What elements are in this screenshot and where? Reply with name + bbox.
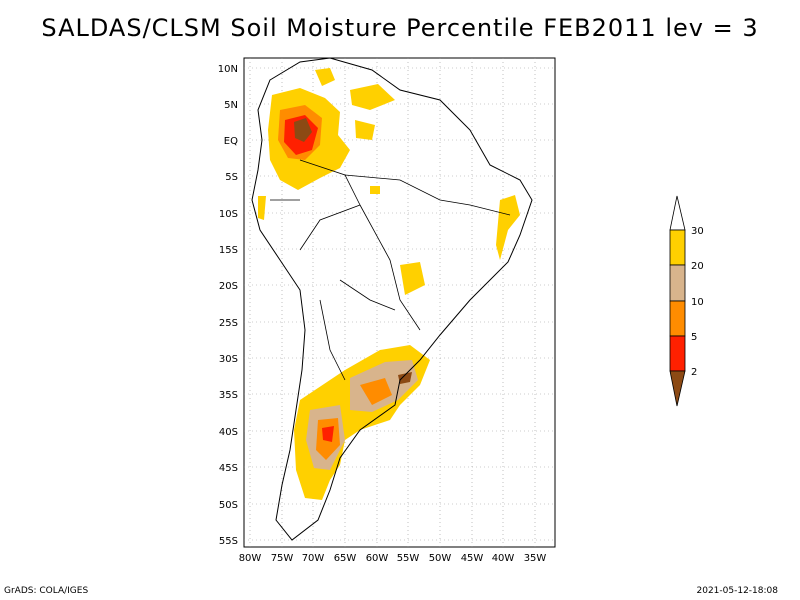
lon-label: 60W [366, 553, 389, 564]
lat-label: 55S [219, 536, 238, 547]
colorbar-above30 [669, 195, 686, 231]
continent-outline [251, 57, 533, 541]
colorbar-20-30 [669, 229, 686, 266]
lon-label: 55W [397, 553, 420, 564]
lon-label: 75W [271, 553, 294, 564]
colorbar-label: 5 [691, 332, 697, 343]
lat-label: 30S [219, 354, 238, 365]
footer-credit: GrADS: COLA/IGES [4, 586, 89, 596]
lat-label: 35S [219, 390, 238, 401]
shade-amazon-yellow [355, 120, 375, 140]
lat-label: 25S [219, 318, 238, 329]
shade-coast-yellow [258, 196, 266, 220]
colorbar-2-5 [669, 335, 686, 372]
shade-pampa-orange [360, 378, 392, 405]
shade-venez-yellow [350, 84, 395, 110]
percentile-shading [258, 68, 520, 500]
lon-label: 45W [461, 553, 484, 564]
lon-label: 65W [334, 553, 357, 564]
shade-north-yellow [315, 68, 335, 86]
shade-brazil-yellow [400, 262, 425, 295]
lat-label: 5S [225, 172, 238, 183]
country-borders [270, 159, 511, 381]
lat-label: 20S [219, 281, 238, 292]
lon-label: 50W [429, 553, 452, 564]
map-title: SALDAS/CLSM Soil Moisture Percentile FEB… [41, 14, 759, 42]
shade-east-yellow [496, 195, 520, 260]
colorbar-10-20 [669, 264, 686, 302]
colorbar-label: 2 [691, 367, 697, 378]
colorbar-label: 10 [691, 297, 704, 308]
lat-label: EQ [224, 136, 238, 147]
lat-label: 15S [219, 245, 238, 256]
lon-label: 70W [302, 553, 325, 564]
footer-timestamp: 2021-05-12-18:08 [696, 586, 779, 596]
lon-label: 80W [239, 553, 262, 564]
shade-nw-brown [294, 118, 312, 142]
lon-label: 40W [492, 553, 515, 564]
shade-patagonia-red [322, 426, 334, 442]
shade-uruguay-brown [398, 372, 412, 384]
lon-label: 35W [524, 553, 547, 564]
lat-label: 40S [219, 427, 238, 438]
lat-label: 50S [219, 500, 238, 511]
color-bar [669, 195, 686, 407]
lat-label: 45S [219, 463, 238, 474]
colorbar-below2 [669, 370, 686, 407]
lat-label: 5N [224, 100, 238, 111]
shade-central-yellow [370, 186, 380, 194]
lat-label: 10S [219, 209, 238, 220]
lat-label: 10N [218, 64, 238, 75]
colorbar-label: 20 [691, 261, 704, 272]
colorbar-label: 30 [691, 226, 704, 237]
colorbar-5-10 [669, 300, 686, 337]
